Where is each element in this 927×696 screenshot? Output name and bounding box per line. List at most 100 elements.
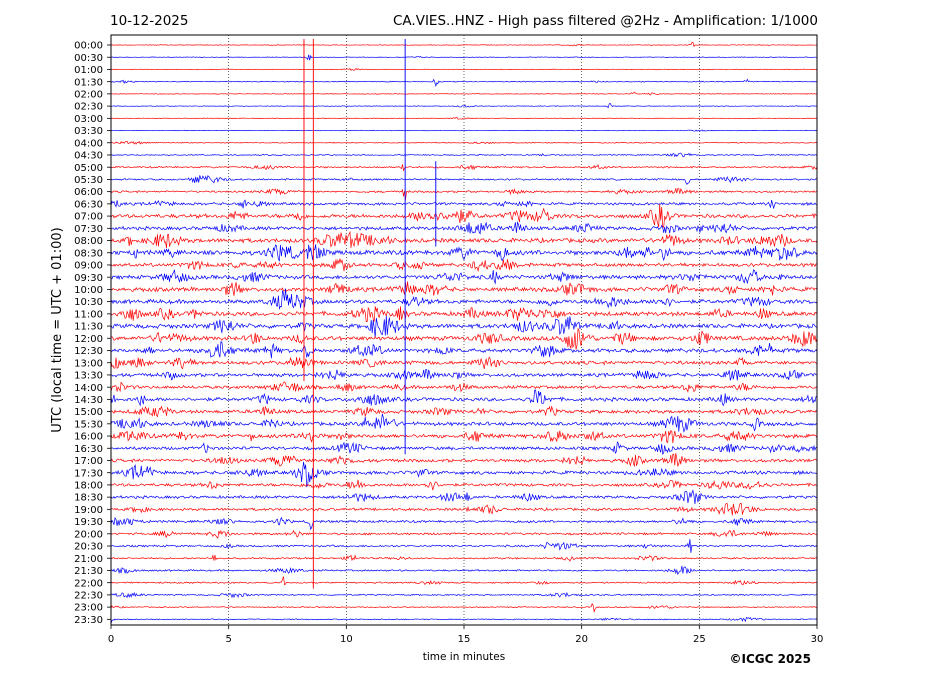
row-label-14: 07:00 bbox=[74, 212, 103, 223]
trace-row-23 bbox=[110, 315, 818, 338]
trace-row-47 bbox=[110, 616, 818, 624]
trace-row-31 bbox=[110, 413, 818, 433]
row-label-28: 14:00 bbox=[74, 383, 103, 394]
chart-title: CA.VIES..HNZ - High pass filtered @2Hz -… bbox=[393, 13, 818, 29]
trace-row-28 bbox=[110, 381, 818, 393]
row-label-7: 03:30 bbox=[74, 126, 103, 137]
row-label-4: 02:00 bbox=[74, 89, 103, 100]
row-label-18: 09:00 bbox=[74, 261, 103, 272]
x-tick-label-5: 25 bbox=[693, 634, 706, 645]
trace-row-37 bbox=[110, 489, 818, 505]
row-label-22: 11:00 bbox=[74, 309, 103, 320]
trace-row-17 bbox=[110, 244, 818, 262]
trace-row-5 bbox=[110, 102, 818, 109]
row-label-13: 06:30 bbox=[74, 199, 103, 210]
row-label-41: 20:30 bbox=[74, 542, 103, 553]
row-label-12: 06:00 bbox=[74, 187, 103, 198]
y-axis-label: UTC (local time = UTC + 01:00) bbox=[50, 227, 65, 432]
trace-row-46 bbox=[110, 603, 818, 613]
trace-row-22 bbox=[110, 306, 818, 323]
trace-row-40 bbox=[110, 529, 818, 539]
row-label-27: 13:30 bbox=[74, 371, 103, 382]
row-label-25: 12:30 bbox=[74, 346, 103, 357]
row-label-15: 07:30 bbox=[74, 224, 103, 235]
row-label-26: 13:00 bbox=[74, 358, 103, 369]
row-label-29: 14:30 bbox=[74, 395, 103, 406]
row-label-24: 12:00 bbox=[74, 334, 103, 345]
copyright-text: ©ICGC 2025 bbox=[729, 652, 811, 666]
vertical-glitches bbox=[303, 39, 437, 589]
row-label-20: 10:00 bbox=[74, 285, 103, 296]
row-label-6: 03:00 bbox=[74, 114, 103, 125]
row-label-38: 19:00 bbox=[74, 505, 103, 516]
trace-row-30 bbox=[110, 405, 818, 418]
trace-row-35 bbox=[110, 461, 818, 488]
trace-row-38 bbox=[110, 502, 818, 516]
x-axis-label: time in minutes bbox=[423, 651, 505, 663]
row-label-19: 09:30 bbox=[74, 273, 103, 284]
trace-row-32 bbox=[110, 430, 818, 444]
row-label-45: 22:30 bbox=[74, 591, 103, 602]
row-label-33: 16:30 bbox=[74, 444, 103, 455]
trace-row-41 bbox=[110, 538, 818, 553]
trace-row-34 bbox=[110, 453, 818, 467]
trace-row-14 bbox=[110, 204, 818, 228]
trace-row-12 bbox=[110, 188, 818, 201]
seismogram-traces bbox=[110, 41, 818, 624]
trace-row-24 bbox=[110, 327, 818, 350]
row-label-23: 11:30 bbox=[74, 322, 103, 333]
row-label-9: 04:30 bbox=[74, 151, 103, 162]
row-label-46: 23:00 bbox=[74, 603, 103, 614]
x-tick-label-4: 20 bbox=[575, 634, 588, 645]
row-label-40: 20:00 bbox=[74, 529, 103, 540]
x-tick-label-1: 5 bbox=[225, 634, 231, 645]
trace-row-19 bbox=[110, 269, 818, 285]
trace-row-36 bbox=[110, 479, 818, 491]
trace-row-42 bbox=[110, 554, 818, 562]
trace-row-43 bbox=[110, 565, 818, 576]
trace-row-3 bbox=[110, 78, 817, 88]
trace-row-39 bbox=[110, 516, 818, 531]
row-label-32: 16:00 bbox=[74, 432, 103, 443]
row-label-10: 05:00 bbox=[74, 163, 103, 174]
trace-row-7 bbox=[110, 129, 818, 132]
row-label-44: 22:00 bbox=[74, 578, 103, 589]
row-label-1: 00:30 bbox=[74, 53, 103, 64]
trace-row-8 bbox=[110, 140, 818, 145]
trace-row-29 bbox=[110, 389, 818, 407]
x-tick-label-2: 10 bbox=[340, 634, 353, 645]
trace-row-10 bbox=[110, 164, 818, 172]
trace-row-4 bbox=[110, 91, 818, 96]
row-label-8: 04:00 bbox=[74, 138, 103, 149]
x-axis-ticks: 0 5 10 15 20 25 30 bbox=[108, 625, 824, 645]
trace-row-2 bbox=[110, 68, 818, 71]
trace-row-15 bbox=[110, 221, 818, 235]
trace-row-9 bbox=[110, 152, 818, 158]
trace-row-33 bbox=[110, 441, 818, 456]
x-tick-label-3: 15 bbox=[458, 634, 471, 645]
row-label-17: 08:30 bbox=[74, 248, 103, 259]
chart-date: 10-12-2025 bbox=[110, 13, 188, 29]
row-label-16: 08:00 bbox=[74, 236, 103, 247]
row-label-47: 23:30 bbox=[74, 615, 103, 626]
x-tick-label-6: 30 bbox=[811, 634, 824, 645]
trace-row-45 bbox=[110, 591, 818, 599]
plot-frame bbox=[110, 34, 818, 626]
row-label-39: 19:30 bbox=[74, 517, 103, 528]
row-label-35: 17:30 bbox=[74, 468, 103, 479]
trace-row-26 bbox=[110, 356, 818, 370]
vertical-gridlines bbox=[228, 35, 700, 625]
row-label-37: 18:30 bbox=[74, 493, 103, 504]
row-label-42: 21:00 bbox=[74, 554, 103, 565]
trace-row-21 bbox=[110, 288, 818, 310]
trace-row-11 bbox=[110, 175, 818, 186]
row-label-0: 00:00 bbox=[74, 41, 103, 52]
trace-row-1 bbox=[110, 54, 818, 61]
trace-row-0 bbox=[110, 41, 818, 48]
x-tick-label-0: 0 bbox=[108, 634, 114, 645]
row-label-3: 01:30 bbox=[74, 77, 103, 88]
row-label-43: 21:30 bbox=[74, 566, 103, 577]
row-label-21: 10:30 bbox=[74, 297, 103, 308]
